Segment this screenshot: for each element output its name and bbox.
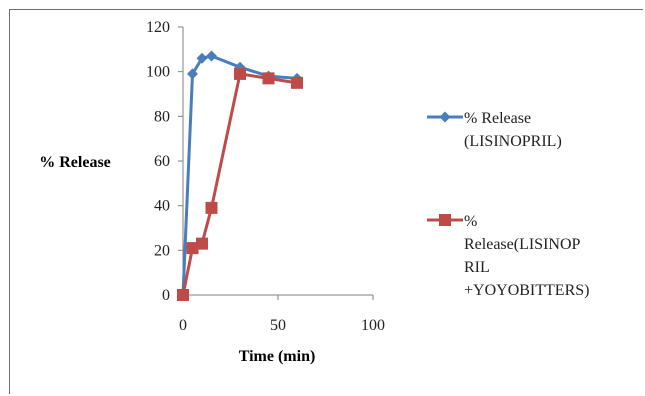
legend-item-2: % Release(LISINOP RIL +YOYOBITTERS) (427, 213, 589, 299)
x-tick-label: 0 (179, 317, 187, 334)
x-tick-label: 50 (270, 317, 286, 334)
series-1 (177, 50, 303, 301)
legend-label: RIL (464, 259, 490, 276)
data-point (291, 76, 303, 89)
data-point (205, 201, 218, 214)
data-point (186, 242, 199, 255)
legend-label: Release(LISINOP (464, 236, 581, 253)
data-point (206, 50, 217, 62)
legend: % Release (LISINOPRIL)% Release(LISINOP RIL… (427, 110, 589, 299)
y-axis-ticks: 0 20 40 60 80 100 120 (146, 19, 183, 304)
x-tick-label: 100 (361, 317, 385, 334)
legend-label: (LISINOPRIL) (464, 133, 562, 150)
legend-label: % (464, 213, 477, 230)
legend-item-1: % Release (LISINOPRIL) (427, 110, 562, 150)
data-series (177, 50, 303, 301)
legend-marker (439, 111, 451, 123)
y-axis-title: % Release (39, 154, 111, 171)
legend-label: % Release (464, 110, 531, 127)
y-tick-label: 80 (154, 108, 170, 125)
legend-label: +YOYOBITTERS) (464, 282, 589, 299)
y-tick-label: 60 (154, 153, 170, 170)
y-tick-label: 20 (154, 242, 170, 259)
y-tick-label: 120 (146, 19, 170, 36)
data-point (196, 237, 208, 250)
x-axis-ticks: 0 50 100 (179, 295, 385, 334)
axes (182, 27, 373, 296)
legend-marker (439, 214, 451, 226)
data-point (177, 289, 189, 301)
data-point (196, 52, 208, 64)
data-point (187, 68, 198, 80)
y-tick-label: 0 (162, 287, 170, 304)
series-2 (177, 67, 303, 301)
y-tick-label: 100 (146, 64, 170, 81)
y-tick-label: 40 (154, 198, 170, 215)
series-line (181, 72, 298, 296)
data-point (234, 67, 246, 80)
chart-frame (9, 9, 643, 394)
x-axis-title: Time (min) (239, 348, 316, 365)
data-point (262, 72, 275, 85)
series-line (181, 54, 298, 296)
